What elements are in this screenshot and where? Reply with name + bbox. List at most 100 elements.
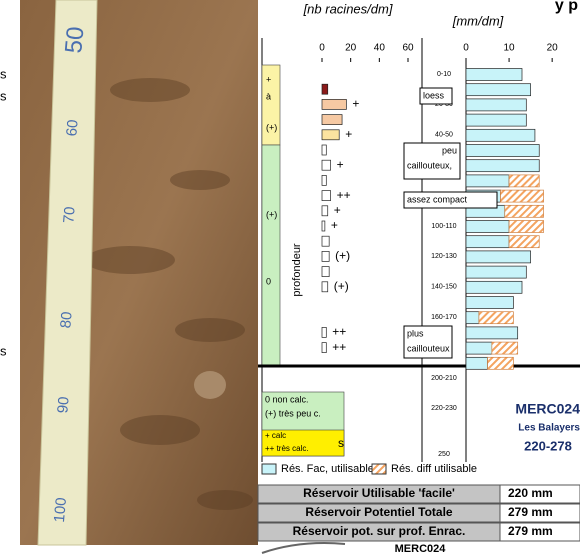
depth-label: 200-210 bbox=[431, 375, 457, 382]
edge-text: s bbox=[0, 66, 7, 81]
strip-label: (+) bbox=[266, 122, 277, 132]
table-value: 220 mm bbox=[508, 486, 553, 500]
table-cell bbox=[499, 503, 580, 523]
strip-label: à bbox=[266, 91, 271, 101]
depth-label: 100-110 bbox=[431, 223, 456, 230]
bar-segment bbox=[465, 128, 536, 142]
bar-segment bbox=[478, 311, 514, 325]
legend-label: Rés. Fac, utilisable bbox=[281, 463, 374, 475]
x-axis-label: [nb racines/dm] bbox=[303, 1, 393, 16]
calc-legend-item: + calc bbox=[265, 431, 286, 440]
title: y p bbox=[555, 0, 578, 14]
legend-swatch bbox=[371, 463, 387, 475]
note-text: caillouteux, bbox=[407, 160, 452, 170]
bar bbox=[321, 281, 329, 293]
note-box bbox=[419, 87, 453, 105]
bar-segment bbox=[465, 144, 540, 157]
depth-label: 120-130 bbox=[431, 253, 457, 260]
table-value: 279 mm bbox=[508, 524, 553, 538]
x-tick-label: 20 bbox=[345, 43, 357, 54]
tape-label: 80 bbox=[57, 311, 75, 329]
note-box bbox=[403, 191, 498, 209]
bar-segment bbox=[465, 83, 531, 97]
tape-label: 100 bbox=[51, 497, 70, 523]
bar bbox=[321, 144, 327, 156]
depth-label: 140-150 bbox=[431, 284, 457, 291]
legend-label: Rés. diff utilisable bbox=[391, 463, 477, 475]
depth-label: 20-30 bbox=[435, 101, 453, 108]
x-tick-label: 0 bbox=[463, 43, 469, 54]
tape-label: 70 bbox=[60, 206, 78, 224]
note-box bbox=[403, 142, 461, 180]
table-cell bbox=[499, 484, 580, 504]
x-tick-label: 20 bbox=[547, 43, 559, 54]
depth-label: 250 bbox=[438, 451, 450, 458]
edge-text: s bbox=[0, 343, 7, 358]
bar bbox=[321, 83, 329, 95]
bar-annotation: (+) bbox=[334, 279, 349, 293]
footer-code: MERC024 bbox=[395, 543, 447, 555]
bar bbox=[321, 251, 330, 262]
bar bbox=[321, 342, 327, 353]
bar bbox=[321, 114, 343, 125]
stone bbox=[194, 371, 226, 399]
depth-label: 220-230 bbox=[431, 405, 457, 412]
legend-swatch bbox=[261, 463, 277, 475]
strip-label: 0 bbox=[266, 276, 271, 286]
bar bbox=[321, 266, 330, 277]
bar-segment bbox=[465, 280, 523, 294]
tape-label: 60 bbox=[63, 119, 81, 137]
logo bbox=[261, 542, 346, 554]
table-label: Réservoir Utilisable 'facile' bbox=[303, 486, 455, 500]
tape-label: 50 bbox=[60, 25, 89, 54]
bar-segment bbox=[465, 98, 527, 112]
note-text: peu bbox=[442, 145, 457, 155]
note-text: caillouteux bbox=[407, 343, 450, 353]
bar bbox=[321, 129, 340, 141]
table-value: 279 mm bbox=[508, 505, 553, 519]
bar bbox=[321, 159, 331, 171]
bar-segment bbox=[465, 113, 527, 127]
table-cell bbox=[499, 522, 580, 542]
measuring-tape bbox=[37, 0, 98, 546]
calc-legend-item: ++ très calc. bbox=[265, 444, 309, 453]
x-tick-label: 10 bbox=[504, 43, 516, 54]
bar-annotation: (+) bbox=[335, 249, 350, 263]
calc-legend-item: 0 non calc. bbox=[265, 394, 309, 404]
bar bbox=[321, 220, 326, 232]
bar bbox=[321, 327, 327, 338]
bar-annotation: ++ bbox=[337, 188, 351, 202]
edge-text: s bbox=[0, 88, 7, 103]
bar-segment bbox=[508, 174, 540, 188]
bar-annotation: + bbox=[334, 203, 341, 217]
bar-segment bbox=[491, 341, 519, 355]
site-depth: 220-278 bbox=[524, 438, 572, 453]
depth-label: 40-50 bbox=[435, 132, 453, 139]
soil-texture bbox=[85, 78, 253, 510]
bar-segment bbox=[500, 189, 544, 203]
depth-axis-label: profondeur bbox=[291, 243, 303, 297]
bar-segment bbox=[504, 204, 544, 218]
bar bbox=[321, 235, 330, 247]
calc-legend-item: (+) très peu c. bbox=[265, 408, 321, 418]
note-text: plus bbox=[407, 328, 424, 338]
bar-segment bbox=[465, 220, 510, 233]
bar bbox=[321, 190, 331, 201]
x-tick-label: 0 bbox=[319, 43, 325, 54]
bar-annotation: + bbox=[352, 97, 359, 111]
note-text: loess bbox=[423, 90, 445, 100]
cropped-text: s bbox=[338, 436, 344, 450]
strip-green bbox=[261, 144, 281, 366]
bar-segment bbox=[465, 326, 519, 340]
x-tick-label: 40 bbox=[374, 43, 386, 54]
depth-label: 160-170 bbox=[431, 314, 457, 321]
bar-segment bbox=[465, 250, 531, 264]
strip-label: (+) bbox=[266, 209, 277, 219]
bar bbox=[321, 175, 327, 186]
bar-segment bbox=[465, 341, 493, 355]
bar-segment bbox=[508, 220, 544, 233]
bar bbox=[321, 99, 347, 110]
strip-label: + bbox=[266, 74, 271, 84]
